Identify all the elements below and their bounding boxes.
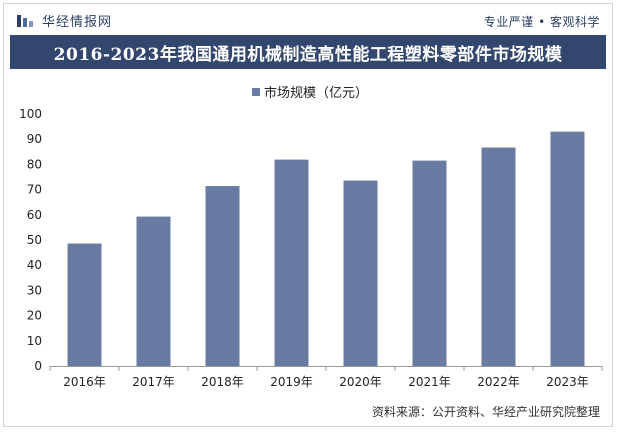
legend: 市场规模（亿元）	[252, 85, 368, 101]
logo-icon	[17, 14, 33, 27]
top-bar: 华经情报网 专业严谨 • 客观科学	[4, 4, 612, 36]
title-bar: 2016-2023年我国通用机械制造高性能工程塑料零部件市场规模	[10, 35, 606, 69]
bar	[67, 243, 102, 366]
bar	[274, 159, 309, 366]
y-tick-label: 100	[19, 107, 42, 121]
y-tick-label: 90	[27, 132, 42, 146]
y-tick-label: 30	[27, 283, 42, 297]
x-tick-label: 2017年	[132, 375, 175, 389]
brand[interactable]: 华经情报网	[16, 11, 112, 30]
bar	[343, 180, 378, 366]
y-tick-label: 60	[27, 208, 42, 222]
bar	[412, 160, 447, 366]
y-tick-label: 20	[27, 309, 42, 323]
legend-label: 市场规模（亿元）	[264, 85, 368, 101]
x-tick-label: 2022年	[477, 375, 520, 389]
y-tick-label: 40	[27, 258, 42, 272]
x-tick-label: 2021年	[408, 375, 451, 389]
y-tick-label: 50	[27, 233, 42, 247]
x-tick-label: 2016年	[63, 375, 106, 389]
bar	[550, 131, 585, 366]
x-tick-label: 2019年	[270, 375, 313, 389]
bar	[205, 186, 240, 366]
y-tick-label: 70	[27, 183, 42, 197]
bars	[67, 131, 585, 366]
y-tick-label: 0	[34, 359, 42, 373]
x-axis: 2016年 2017年 2018年 2019年 2020年 2021年 2022年 2023年	[49, 366, 603, 389]
tagline: 专业严谨 • 客观科学	[483, 15, 600, 29]
x-tick-label: 2023年	[546, 375, 589, 389]
brand-name: 华经情报网	[42, 15, 113, 30]
y-tick-label: 80	[27, 157, 42, 171]
source-note: 资料来源：公开资料、华经产业研究院整理	[371, 405, 600, 419]
bar	[481, 147, 516, 366]
y-axis: 0 10 20 30 40 50 60 70 80 90 100	[19, 107, 42, 373]
bar	[136, 216, 171, 366]
legend-swatch	[252, 88, 260, 96]
x-tick-label: 2018年	[201, 375, 244, 389]
y-tick-label: 10	[27, 334, 42, 348]
x-tick-label: 2020年	[339, 375, 382, 389]
chart-frame: 华经情报网 专业严谨 • 客观科学 2016-2023年我国通用机械制造高性能工…	[3, 3, 613, 427]
chart-title: 2016-2023年我国通用机械制造高性能工程塑料零部件市场规模	[53, 44, 563, 65]
